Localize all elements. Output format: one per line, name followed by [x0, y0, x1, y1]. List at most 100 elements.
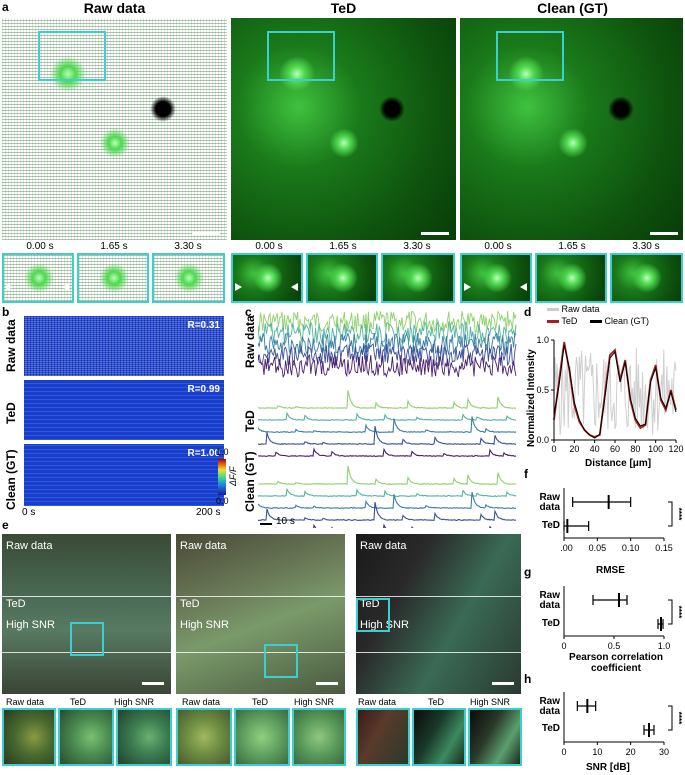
- heatmap-gt: R=1.00: [24, 444, 224, 506]
- time-label: 0.00 s: [255, 241, 283, 252]
- legend-ted: TeD: [547, 316, 577, 326]
- panel-a-title-raw: Raw data: [83, 0, 146, 16]
- panel-b-label: b: [2, 305, 10, 319]
- e-thumb-label: TeD: [428, 697, 445, 707]
- e-thumb: [58, 708, 114, 766]
- e-thumb: [2, 708, 56, 766]
- scale-bar: [192, 232, 220, 235]
- legend-ted-text: TeD: [561, 316, 578, 326]
- scale-bar: [650, 232, 678, 235]
- gt-thumb: [460, 253, 532, 303]
- clean-traces: [258, 390, 517, 528]
- significance-bracket: [668, 599, 673, 625]
- e-thumb: [468, 708, 522, 766]
- roi-box: [496, 31, 564, 81]
- x-tick-label: 10: [592, 747, 602, 757]
- x-start: 0 s: [22, 507, 36, 518]
- time-label: 0.00 s: [484, 241, 512, 252]
- colorbar-max: 1.0: [216, 447, 229, 457]
- f-cat-raw: Raw data: [539, 492, 560, 513]
- colorbar-label: ΔF/F: [228, 466, 238, 486]
- panel-g-label: g: [524, 565, 532, 579]
- row-label: Clean (GT): [243, 451, 257, 512]
- g-xlabel: Pearson correlation coefficient: [569, 652, 663, 674]
- time-label: 3.30 s: [632, 241, 660, 252]
- x-tick-label: 30: [659, 747, 669, 757]
- e-thumb-label: Raw data: [182, 697, 221, 707]
- roi-box: [267, 31, 335, 81]
- time-label: 3.30 s: [403, 241, 431, 252]
- ted-micrograph: [231, 18, 456, 240]
- raw-trace-line: [258, 354, 517, 379]
- d-ylabel: Normalized Intensity: [526, 349, 537, 447]
- e-micrograph-2: Raw data TeD High SNR: [176, 534, 345, 694]
- significance-stars: ****: [674, 508, 683, 521]
- g-cat-raw: Raw data: [539, 590, 560, 611]
- significance-bracket: [668, 705, 673, 731]
- e-thumb: [412, 708, 466, 766]
- e-thumb-label: High SNR: [470, 697, 511, 707]
- r-value: R=1.00: [187, 448, 220, 459]
- heatmap-ted: R=0.99: [24, 380, 224, 440]
- overlay-label: Raw data: [180, 540, 227, 552]
- y-tick-label: 1.0: [536, 335, 549, 345]
- ted-trace-line: [258, 416, 517, 434]
- panel-f-label: f: [524, 467, 528, 481]
- h-xlabel: SNR [dB]: [586, 762, 630, 773]
- e-thumb: [234, 708, 290, 766]
- panel-h-label: h: [524, 672, 532, 686]
- x-tick-label: 0.5: [608, 641, 621, 651]
- gt-trace-line: [258, 465, 517, 486]
- gt-trace-line: [275, 523, 492, 528]
- r-value: R=0.99: [187, 384, 220, 395]
- ted-thumb: [306, 253, 378, 303]
- raw-traces: [258, 310, 517, 379]
- row-label: Raw data: [4, 319, 18, 372]
- x-tick-label: 100: [648, 444, 663, 454]
- overlay-label: TeD: [180, 598, 200, 610]
- x-tick-label: 40: [590, 444, 600, 454]
- f-xlabel: RMSE: [596, 565, 625, 576]
- h-cat-ted: TeD: [541, 723, 560, 734]
- overlay-label: High SNR: [6, 619, 55, 631]
- x-tick-label: 20: [569, 444, 579, 454]
- legend-gt-text: Clean (GT): [604, 316, 650, 326]
- overlay-label: Raw data: [6, 540, 53, 552]
- f-cat-ted: TeD: [541, 520, 560, 531]
- x-tick-label: 0.05: [589, 543, 607, 553]
- overlay-label: TeD: [6, 598, 26, 610]
- significance-bracket: [668, 501, 673, 527]
- ted-thumb: [381, 253, 455, 303]
- ted-thumb: [231, 253, 303, 303]
- ted-line: [553, 341, 677, 438]
- scale-bar: [421, 232, 449, 235]
- raw-trace-line: [258, 331, 517, 357]
- legend-raw-text: Raw data: [561, 304, 600, 314]
- colorbar: [218, 459, 226, 495]
- d-xlabel: Distance [μm]: [585, 458, 652, 469]
- x-tick-label: 0: [561, 641, 566, 651]
- gt-trace-line: [258, 501, 517, 522]
- x-tick-label: 0.10: [622, 543, 640, 553]
- raw-data-line: [553, 348, 677, 436]
- ted-trace-line: [258, 390, 516, 410]
- raw-micrograph: [2, 18, 227, 240]
- e-thumb-label: High SNR: [114, 697, 155, 707]
- time-label: 1.65 s: [100, 241, 128, 252]
- significance-stars: ****: [674, 606, 683, 619]
- g-cat-ted: TeD: [541, 618, 560, 629]
- e-thumb-label: TeD: [70, 697, 87, 707]
- time-label: 1.65 s: [329, 241, 357, 252]
- ted-trace-line: [258, 411, 517, 422]
- x-tick-label: 60: [610, 444, 620, 454]
- overlay-label: Raw data: [360, 540, 407, 552]
- y-tick-label: 0.5: [536, 385, 549, 395]
- gt-trace-line: [258, 487, 517, 498]
- x-tick-label: 0.00: [560, 543, 573, 553]
- row-label: Clean (GT): [4, 449, 18, 510]
- x-tick-label: 80: [630, 444, 640, 454]
- e-thumb: [356, 708, 410, 766]
- errorbar-chart-g: 0 0.5 1.0 ****: [561, 586, 683, 651]
- e-thumb-label: High SNR: [294, 697, 335, 707]
- raw-trace-line: [258, 320, 517, 345]
